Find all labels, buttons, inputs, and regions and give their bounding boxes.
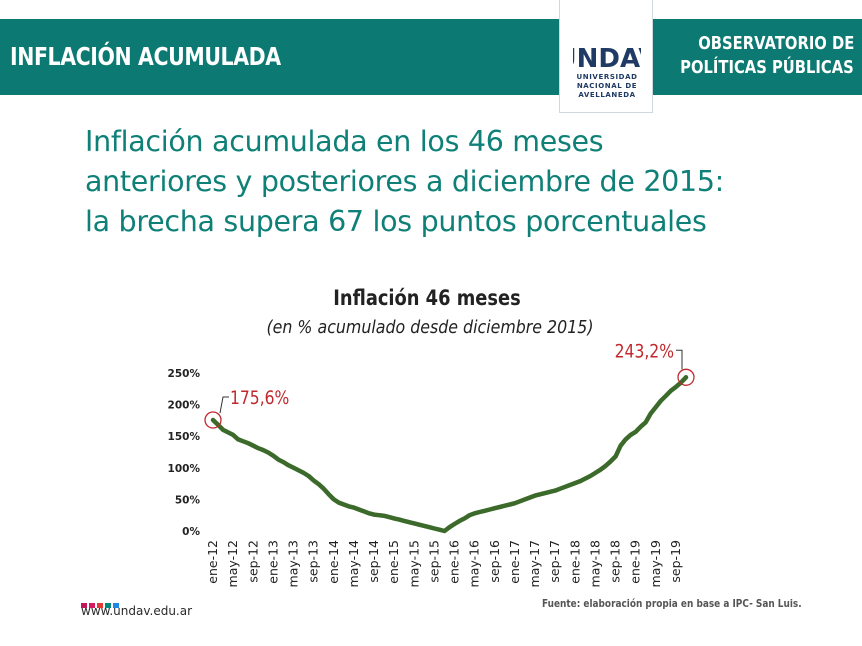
footer-url: www.undav.edu.ar — [81, 604, 193, 618]
x-tick-label: sep-15 — [426, 540, 441, 583]
x-tick-label: ene-14 — [326, 540, 341, 584]
x-tick-label: may-15 — [406, 540, 421, 587]
y-tick-label: 50% — [175, 494, 201, 506]
x-tick-label: sep-16 — [487, 540, 502, 583]
page-title: INFLACIÓN ACUMULADA — [10, 42, 281, 71]
x-tick-label: ene-18 — [567, 540, 582, 584]
annotation-label: 175,6% — [230, 388, 289, 410]
x-axis-ticks: ene-12 may-12 sep-12 ene-13 may-13 sep-13 ene-… — [205, 540, 683, 587]
headline-line-2: anteriores y posteriores a diciembre de … — [85, 165, 724, 198]
x-tick-label: sep-12 — [245, 540, 260, 583]
footer-dot — [81, 603, 87, 608]
header-bar — [0, 19, 862, 95]
x-tick-label: may-13 — [286, 540, 301, 587]
footer-color-dots — [81, 595, 121, 608]
y-tick-label: 200% — [168, 400, 201, 412]
undav-logo-mark: UNDAV — [573, 44, 641, 72]
y-tick-label: 250% — [168, 368, 201, 380]
headline-line-3: la brecha supera 67 los puntos porcentua… — [85, 205, 707, 238]
x-tick-label: ene-13 — [265, 540, 280, 584]
chart-subtitle: (en % acumulado desde diciembre 2015) — [266, 316, 593, 337]
footer-dot — [105, 603, 111, 608]
x-tick-label: may-14 — [346, 540, 361, 587]
x-tick-label: ene-15 — [386, 540, 401, 584]
series-line — [210, 375, 689, 534]
logo-wordmark: UNDAV — [573, 44, 641, 72]
x-tick-label: may-16 — [467, 540, 482, 587]
x-tick-label: may-19 — [648, 540, 663, 587]
x-tick-label: ene-19 — [628, 540, 643, 584]
x-tick-label: sep-13 — [306, 540, 321, 583]
observatory-line-2: POLÍTICAS PÚBLICAS — [680, 57, 854, 78]
annotations: 175,6% 243,2% — [204, 341, 695, 429]
x-tick-label: ene-17 — [507, 540, 522, 584]
chart-title: Inflación 46 meses — [333, 286, 520, 311]
footer-dot — [89, 603, 95, 608]
x-tick-label: may-12 — [225, 540, 240, 587]
annotation-label: 243,2% — [615, 341, 674, 363]
headline-line-1: Inflación acumulada en los 46 meses — [85, 125, 604, 158]
annotation-circle — [677, 368, 695, 386]
annotation-circle — [204, 411, 222, 429]
logo-line-1: UNIVERSIDAD — [576, 73, 638, 81]
y-axis-ticks: 0% 50% 100% 150% 200% 250% — [168, 368, 201, 538]
x-tick-label: ene-16 — [447, 540, 462, 584]
observatory-line-1: OBSERVATORIO DE — [697, 33, 854, 54]
x-tick-label: sep-14 — [366, 540, 381, 583]
x-tick-label: sep-19 — [668, 540, 683, 583]
footer-dot — [113, 603, 119, 608]
y-tick-label: 150% — [168, 431, 201, 443]
x-tick-label: sep-18 — [608, 540, 623, 583]
x-tick-label: sep-17 — [547, 540, 562, 583]
y-tick-label: 100% — [168, 463, 201, 475]
y-tick-label: 0% — [182, 526, 200, 538]
logo-line-3: AVELLANEDA — [578, 91, 636, 99]
undav-logo: UNDAV UNIVERSIDAD NACIONAL DE AVELLANEDA — [559, 0, 653, 113]
x-tick-label: may-17 — [527, 540, 542, 587]
footer-source: Fuente: elaboración propia en base a IPC… — [542, 598, 802, 610]
footer-dot — [97, 603, 103, 608]
x-tick-label: may-18 — [587, 540, 602, 587]
x-tick-label: ene-12 — [205, 540, 220, 584]
logo-line-2: NACIONAL DE — [576, 82, 638, 90]
annotation-leader — [219, 396, 229, 414]
annotation-leader — [676, 349, 683, 370]
